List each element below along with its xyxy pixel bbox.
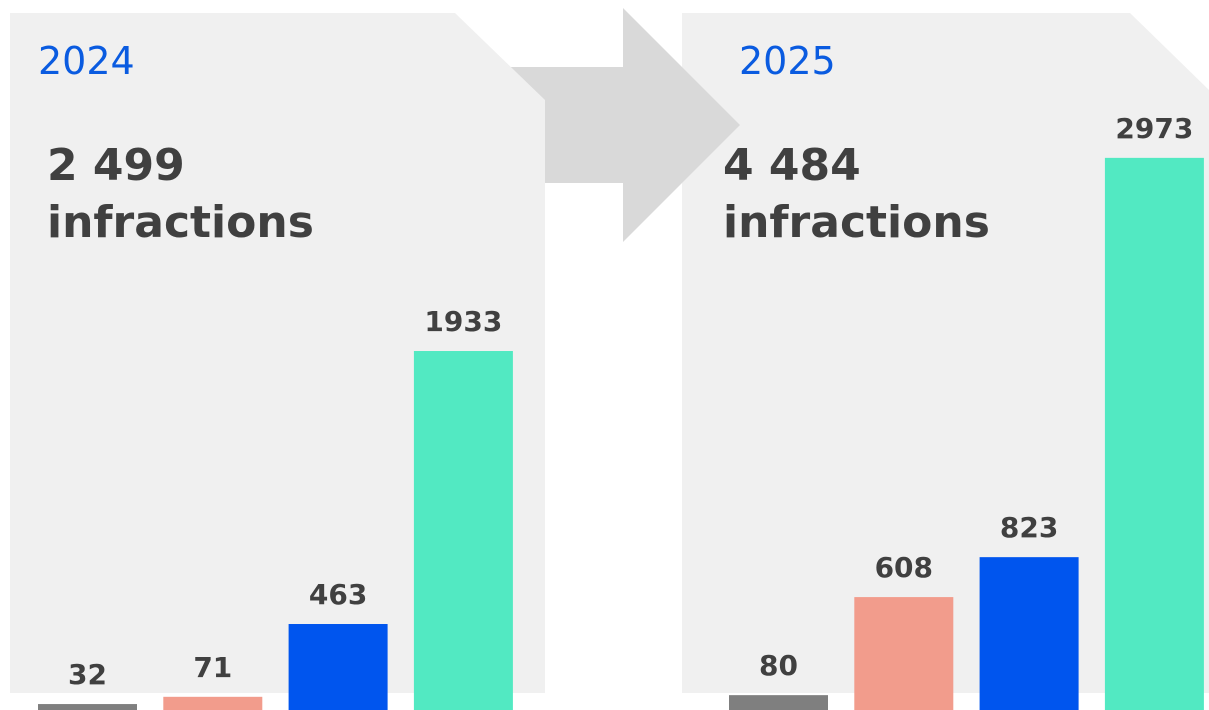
value-label: 32 [68,658,107,691]
headline: 2 499 [47,140,185,191]
value-label: 71 [193,651,232,684]
bar [288,624,388,710]
bar [979,557,1079,710]
value-label: 608 [875,551,933,584]
headline: infractions [723,197,990,248]
bar [38,704,137,710]
value-label: 2973 [1115,112,1193,145]
arrow [510,8,740,242]
panel-2024 [10,13,545,693]
bar [729,695,828,710]
year-title: 2024 [38,39,135,83]
value-label: 80 [759,649,798,682]
bar [413,351,513,710]
value-label: 463 [309,578,367,611]
year-title: 2025 [739,39,836,83]
headline: infractions [47,197,314,248]
value-label: 823 [1000,511,1058,544]
bar [854,597,954,710]
headline: 4 484 [723,140,861,191]
value-label: 1933 [424,305,502,338]
panel-2025 [682,13,1209,693]
bar [1104,157,1204,710]
bar [163,696,263,710]
